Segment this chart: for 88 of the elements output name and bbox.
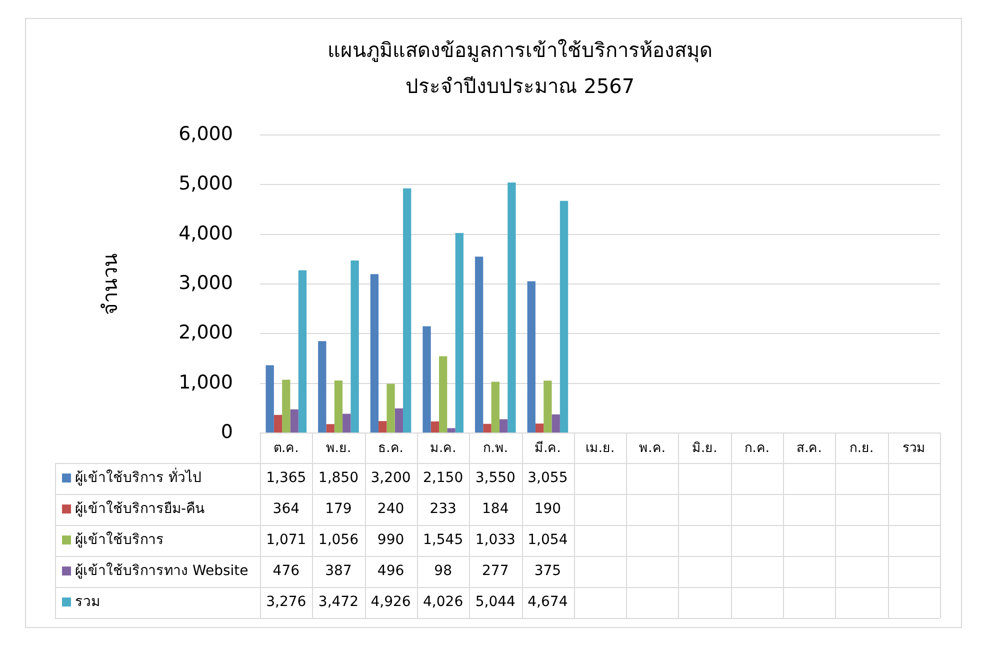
bar: [266, 365, 274, 432]
y-tick-label: 2,000: [178, 322, 233, 344]
bar: [326, 424, 334, 432]
data-label: 240: [377, 501, 404, 518]
bar: [350, 260, 359, 432]
data-label: 3,472: [318, 594, 359, 610]
data-label: 1,054: [528, 532, 568, 548]
y-axis-title: จำนวน: [98, 253, 122, 315]
x-tick-label: มิ.ย.: [692, 441, 718, 456]
bar: [378, 421, 387, 432]
bar: [455, 233, 464, 432]
x-tick-label: ส.ค.: [796, 441, 822, 456]
bar: [394, 408, 404, 432]
data-label: 179: [325, 501, 352, 518]
bar: [430, 421, 439, 432]
x-tick-label: มี.ค.: [534, 440, 561, 456]
bar: [560, 200, 568, 432]
x-tick-label: ม.ค.: [430, 441, 456, 456]
data-label: 496: [377, 563, 404, 580]
data-label: 1,033: [475, 532, 516, 548]
data-label: 5,044: [475, 594, 516, 610]
y-tick-label: 0: [220, 420, 233, 443]
data-label: 364: [272, 501, 300, 518]
bar: [491, 382, 500, 432]
data-label: 277: [482, 563, 509, 580]
y-tick-label: 1,000: [178, 371, 233, 394]
bar: [499, 419, 508, 432]
legend-label: ผู้เข้าใช้บริการ: [75, 531, 164, 548]
bar: [386, 384, 395, 432]
bar: [535, 424, 544, 432]
data-label: 190: [534, 501, 562, 518]
bar: [298, 270, 307, 432]
bar: [447, 428, 456, 432]
data-label: 990: [377, 532, 404, 548]
y-tick-label: 6,000: [178, 122, 233, 145]
y-tick-label: 3,000: [178, 272, 233, 294]
bar: [527, 281, 536, 432]
data-label: 1,071: [266, 532, 306, 548]
data-label: 3,550: [475, 470, 516, 486]
data-label: 2,150: [423, 470, 464, 486]
data-label: 233: [430, 501, 456, 518]
x-tick-label: เม.ย.: [585, 441, 615, 456]
legend-label: ผู้เข้าใช้บริการ ทั่วไป: [75, 468, 202, 486]
data-label: 3,200: [370, 470, 411, 486]
data-label: 98: [434, 563, 452, 580]
data-label: 387: [325, 563, 352, 580]
bar: [274, 414, 282, 432]
data-label: 1,056: [318, 532, 359, 548]
x-tick-label: พ.ค.: [639, 441, 666, 456]
data-label: 476: [272, 563, 300, 580]
chart-subtitle: ประจำปีงบประมาณ 2567: [405, 74, 635, 98]
data-label: 1,850: [318, 470, 359, 486]
bar: [544, 380, 552, 432]
legend-label: รวม: [75, 594, 100, 610]
bar: [483, 424, 492, 432]
bar: [403, 188, 412, 432]
y-tick-label: 5,000: [178, 172, 233, 195]
bar: [290, 409, 298, 432]
data-label: 4,674: [528, 594, 568, 610]
x-tick-label: พ.ย.: [326, 441, 352, 456]
data-label: 1,545: [423, 532, 464, 548]
chart-title: แผนภูมิแสดงข้อมูลการเข้าใช้บริการห้องสมุด: [328, 38, 712, 64]
data-label: 3,055: [528, 470, 568, 486]
bar: [342, 414, 351, 432]
bar: [474, 256, 484, 432]
x-tick-label: ต.ค.: [274, 441, 299, 456]
bar: [282, 380, 290, 432]
data-label: 184: [482, 501, 509, 518]
bar: [438, 356, 448, 432]
bar: [334, 380, 343, 432]
bar: [508, 182, 516, 432]
y-tick-label: 4,000: [178, 222, 233, 244]
data-label: 1,365: [266, 470, 306, 486]
x-tick-label: ธ.ค.: [378, 441, 404, 456]
data-label: 4,926: [370, 594, 411, 610]
data-label: 3,276: [266, 594, 306, 610]
bar: [422, 326, 431, 432]
bar: [318, 341, 326, 432]
bar: [552, 414, 560, 432]
data-label: 4,026: [423, 594, 464, 610]
data-label: 375: [534, 563, 562, 580]
legend-label: ผู้เข้าใช้บริการยืม-คืน: [75, 500, 206, 518]
x-tick-label: ก.ค.: [744, 441, 770, 456]
x-tick-label: รวม: [902, 441, 926, 456]
bar: [370, 274, 379, 432]
x-tick-label: ก.ย.: [849, 441, 874, 456]
legend-label: ผู้เข้าใช้บริการทาง Website: [75, 562, 248, 580]
x-tick-label: ก.พ.: [482, 441, 508, 456]
